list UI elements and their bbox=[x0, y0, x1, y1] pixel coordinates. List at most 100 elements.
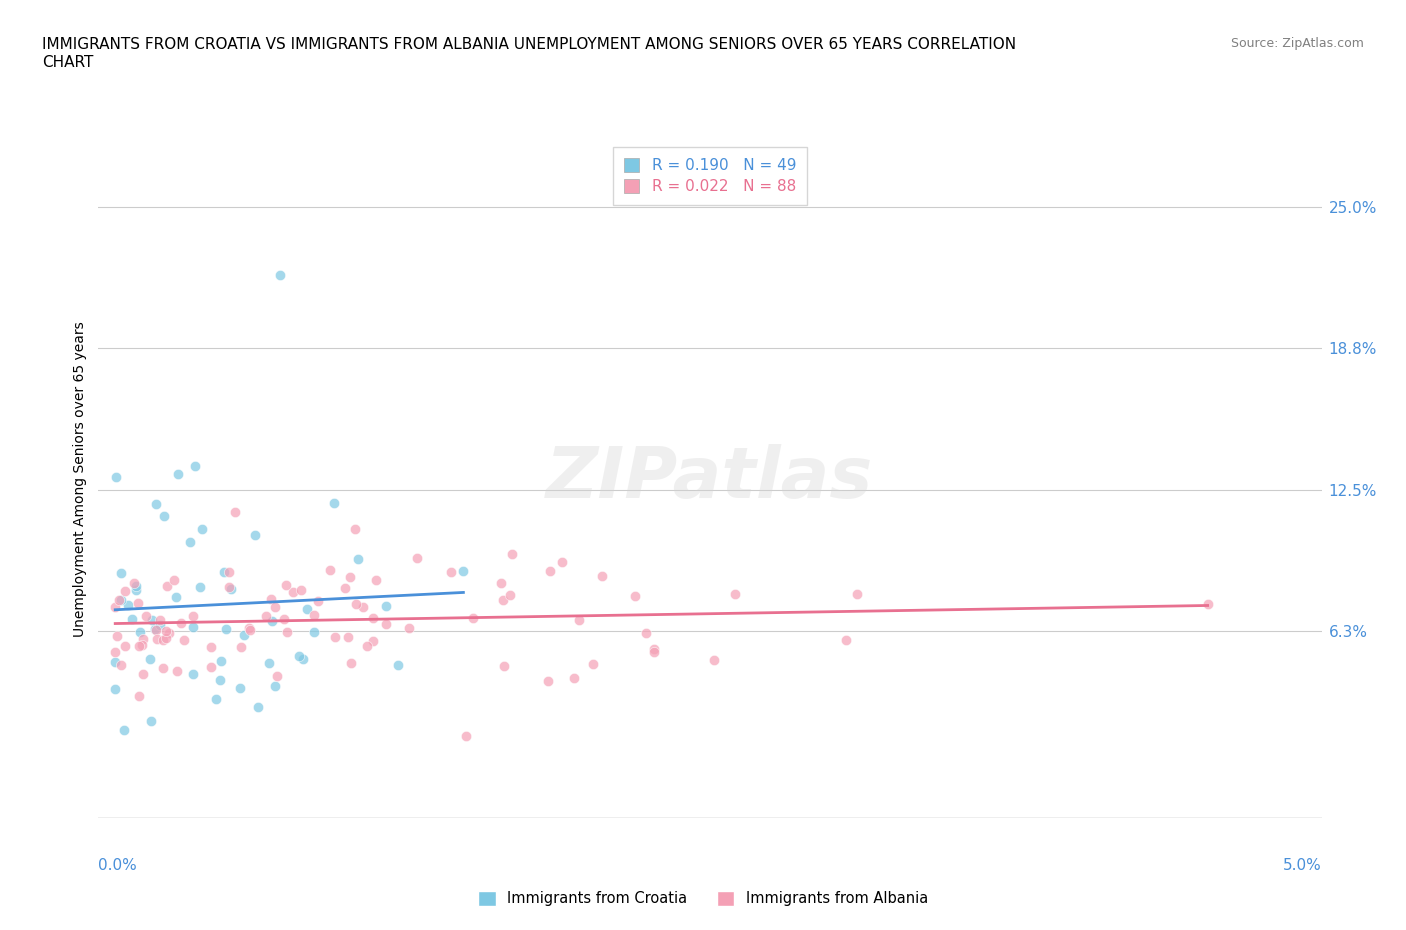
Immigrants from Albania bbox=[582, 656, 605, 671]
Immigrants from Albania bbox=[325, 630, 347, 644]
Immigrants from Croatia bbox=[453, 564, 475, 578]
Immigrants from Croatia bbox=[145, 497, 167, 512]
Immigrants from Albania bbox=[366, 573, 388, 588]
Immigrants from Albania bbox=[127, 595, 149, 610]
Text: IMMIGRANTS FROM CROATIA VS IMMIGRANTS FROM ALBANIA UNEMPLOYMENT AMONG SENIORS OV: IMMIGRANTS FROM CROATIA VS IMMIGRANTS FR… bbox=[42, 37, 1017, 70]
Immigrants from Albania bbox=[634, 625, 657, 640]
Immigrants from Albania bbox=[302, 608, 325, 623]
Legend: R = 0.190   N = 49, R = 0.022   N = 88: R = 0.190 N = 49, R = 0.022 N = 88 bbox=[613, 147, 807, 205]
Immigrants from Croatia bbox=[128, 624, 150, 639]
Immigrants from Albania bbox=[643, 642, 665, 657]
Immigrants from Albania bbox=[104, 644, 127, 659]
Immigrants from Albania bbox=[264, 600, 287, 615]
Immigrants from Albania bbox=[454, 729, 477, 744]
Immigrants from Croatia bbox=[190, 522, 212, 537]
Immigrants from Croatia bbox=[209, 653, 232, 668]
Immigrants from Croatia bbox=[139, 713, 162, 728]
Immigrants from Albania bbox=[260, 591, 283, 606]
Immigrants from Croatia bbox=[228, 680, 250, 695]
Immigrants from Albania bbox=[181, 608, 204, 623]
Immigrants from Albania bbox=[266, 669, 288, 684]
Immigrants from Croatia bbox=[104, 682, 127, 697]
Immigrants from Albania bbox=[281, 585, 304, 600]
Immigrants from Croatia bbox=[104, 655, 127, 670]
Immigrants from Albania bbox=[122, 576, 145, 591]
Immigrants from Croatia bbox=[181, 667, 204, 682]
Immigrants from Albania bbox=[110, 658, 132, 672]
Immigrants from Albania bbox=[538, 564, 561, 578]
Immigrants from Croatia bbox=[121, 611, 143, 626]
Immigrants from Albania bbox=[155, 624, 177, 639]
Immigrants from Croatia bbox=[179, 535, 201, 550]
Immigrants from Albania bbox=[128, 689, 150, 704]
Immigrants from Croatia bbox=[104, 470, 127, 485]
Immigrants from Albania bbox=[643, 644, 665, 659]
Text: ZIPatlas: ZIPatlas bbox=[547, 445, 873, 513]
Immigrants from Croatia bbox=[323, 496, 346, 511]
Immigrants from Albania bbox=[361, 633, 384, 648]
Immigrants from Croatia bbox=[292, 652, 315, 667]
Immigrants from Albania bbox=[319, 563, 342, 578]
Immigrants from Albania bbox=[152, 661, 174, 676]
Immigrants from Croatia bbox=[232, 628, 254, 643]
Immigrants from Albania bbox=[218, 579, 240, 594]
Immigrants from Croatia bbox=[143, 621, 166, 636]
Immigrants from Croatia bbox=[259, 656, 281, 671]
Immigrants from Albania bbox=[536, 674, 558, 689]
Immigrants from Albania bbox=[131, 637, 153, 652]
Immigrants from Albania bbox=[336, 630, 359, 644]
Immigrants from Croatia bbox=[190, 579, 212, 594]
Immigrants from Albania bbox=[254, 609, 277, 624]
Immigrants from Albania bbox=[231, 640, 253, 655]
Immigrants from Croatia bbox=[221, 582, 243, 597]
Immigrants from Croatia bbox=[125, 582, 148, 597]
Immigrants from Albania bbox=[145, 631, 167, 646]
Immigrants from Albania bbox=[440, 565, 463, 579]
Immigrants from Croatia bbox=[139, 652, 162, 667]
Immigrants from Albania bbox=[344, 596, 367, 611]
Immigrants from Albania bbox=[568, 613, 591, 628]
Immigrants from Albania bbox=[274, 578, 297, 592]
Immigrants from Albania bbox=[145, 622, 167, 637]
Immigrants from Albania bbox=[489, 576, 512, 591]
Immigrants from Croatia bbox=[110, 592, 132, 607]
Immigrants from Albania bbox=[128, 639, 150, 654]
Immigrants from Albania bbox=[398, 620, 420, 635]
Immigrants from Croatia bbox=[153, 509, 176, 524]
Text: 0.0%: 0.0% bbox=[98, 857, 138, 872]
Immigrants from Albania bbox=[163, 572, 186, 587]
Immigrants from Albania bbox=[238, 620, 260, 635]
Immigrants from Albania bbox=[239, 622, 262, 637]
Immigrants from Albania bbox=[591, 568, 613, 583]
Immigrants from Croatia bbox=[117, 598, 139, 613]
Immigrants from Croatia bbox=[269, 268, 291, 283]
Immigrants from Albania bbox=[108, 592, 131, 607]
Immigrants from Croatia bbox=[141, 613, 163, 628]
Text: 5.0%: 5.0% bbox=[1282, 857, 1322, 872]
Immigrants from Albania bbox=[276, 624, 298, 639]
Immigrants from Albania bbox=[339, 569, 361, 584]
Legend: Immigrants from Croatia, Immigrants from Albania: Immigrants from Croatia, Immigrants from… bbox=[471, 884, 935, 913]
Immigrants from Albania bbox=[132, 667, 155, 682]
Immigrants from Albania bbox=[562, 671, 585, 686]
Immigrants from Croatia bbox=[287, 648, 309, 663]
Immigrants from Albania bbox=[352, 600, 374, 615]
Immigrants from Croatia bbox=[205, 692, 228, 707]
Immigrants from Albania bbox=[461, 610, 484, 625]
Immigrants from Albania bbox=[406, 551, 429, 565]
Immigrants from Albania bbox=[290, 583, 312, 598]
Immigrants from Albania bbox=[374, 617, 396, 631]
Immigrants from Albania bbox=[492, 658, 515, 673]
Immigrants from Albania bbox=[623, 589, 645, 604]
Immigrants from Croatia bbox=[387, 658, 409, 672]
Immigrants from Croatia bbox=[302, 624, 325, 639]
Immigrants from Albania bbox=[492, 592, 515, 607]
Text: Source: ZipAtlas.com: Source: ZipAtlas.com bbox=[1230, 37, 1364, 50]
Immigrants from Albania bbox=[356, 638, 378, 653]
Immigrants from Albania bbox=[173, 632, 195, 647]
Immigrants from Croatia bbox=[112, 722, 135, 737]
Immigrants from Croatia bbox=[246, 699, 269, 714]
Immigrants from Albania bbox=[104, 599, 127, 614]
Immigrants from Albania bbox=[105, 629, 128, 644]
Immigrants from Albania bbox=[340, 656, 363, 671]
